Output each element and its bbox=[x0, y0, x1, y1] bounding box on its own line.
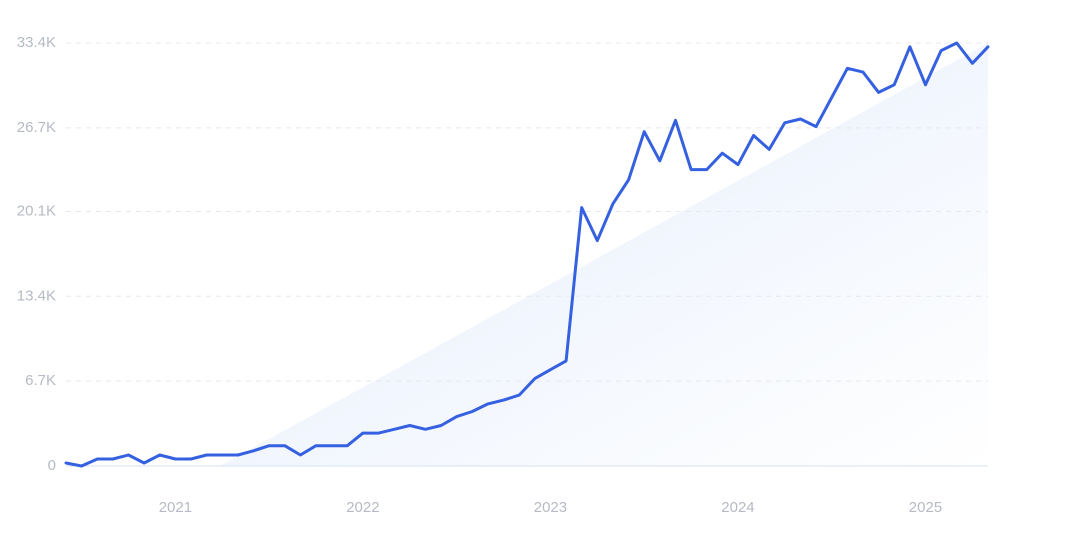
x-tick-label: 2024 bbox=[721, 499, 754, 516]
x-tick-label: 2023 bbox=[534, 499, 567, 516]
x-tick-label: 2022 bbox=[346, 499, 379, 516]
y-tick-label: 20.1K bbox=[17, 202, 56, 219]
line bbox=[64, 41, 990, 468]
x-tick-label: 2025 bbox=[909, 499, 942, 516]
x-tick-label: 2021 bbox=[159, 499, 192, 516]
y-tick-label: 0 bbox=[48, 457, 56, 474]
y-tick-label: 6.7K bbox=[25, 372, 56, 389]
y-tick-label: 13.4K bbox=[17, 287, 56, 304]
y-tick-label: 33.4K bbox=[17, 34, 56, 51]
y-tick-label: 26.7K bbox=[17, 119, 56, 136]
trend-shade bbox=[220, 43, 988, 466]
